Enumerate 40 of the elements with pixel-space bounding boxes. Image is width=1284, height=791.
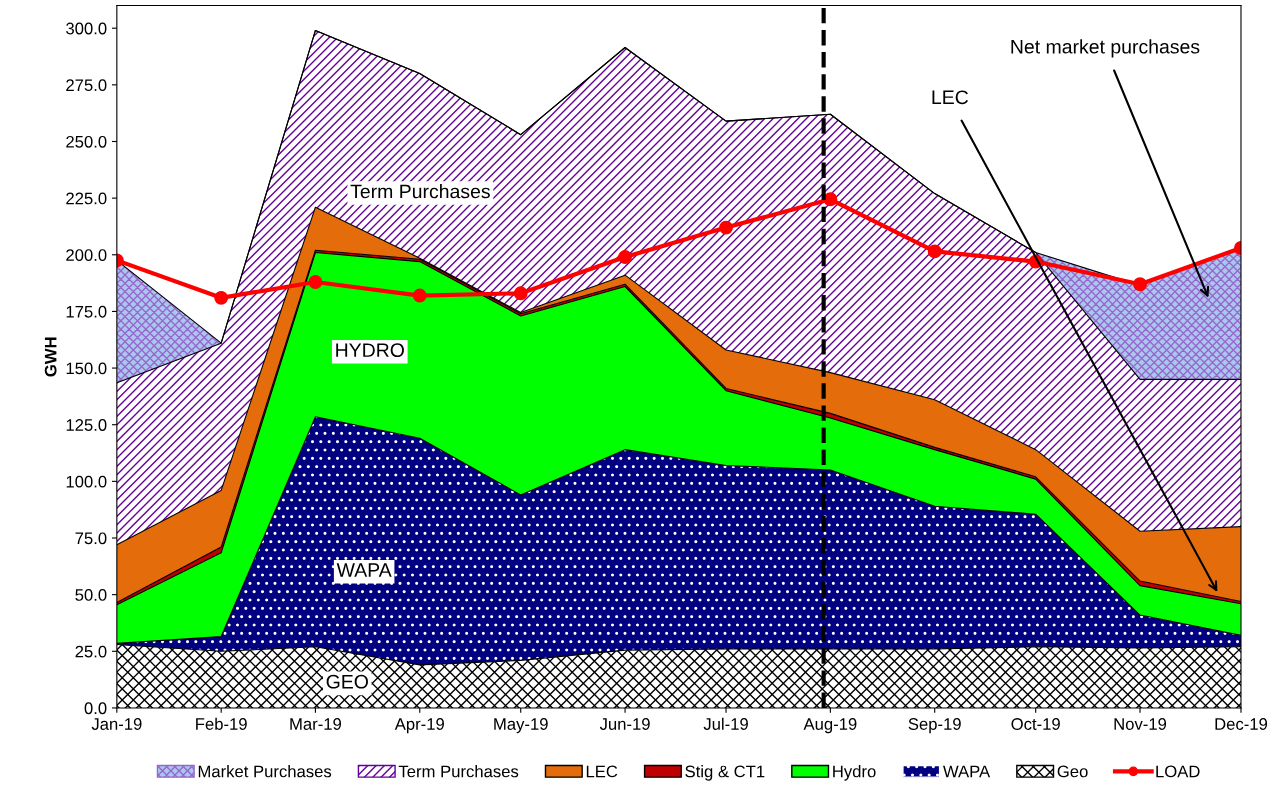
y-tick-label: 125.0 [66, 419, 107, 431]
x-tick-label: Feb-19 [196, 717, 247, 730]
legend-label: Market Purchases [198, 765, 332, 778]
x-tick-label: Oct-19 [1011, 718, 1060, 730]
y-tick-label: 300.0 [66, 22, 107, 35]
legend-label: Stig & CT1 [685, 765, 765, 781]
annotation: GEO [326, 674, 368, 689]
annotation: Term Purchases [350, 184, 490, 199]
y-tick-label: 0.0 [84, 702, 107, 715]
y-tick-label: 25.0 [75, 645, 107, 658]
y-axis-title: GWH [44, 337, 57, 377]
annotation: Net market purchases [1011, 39, 1200, 58]
legend-label: Term Purchases [398, 765, 519, 778]
x-tick-label: Sep-19 [908, 718, 961, 734]
x-tick-label: Apr-19 [394, 718, 444, 734]
x-tick-label: Nov-19 [1114, 718, 1167, 730]
y-tick-label: 75.0 [75, 532, 107, 545]
y-tick-label: 50.0 [75, 589, 107, 601]
x-tick-label: Dec-19 [1215, 718, 1268, 730]
y-tick-label: 175.0 [66, 305, 107, 318]
annotation: WAPA [336, 563, 392, 577]
x-tick-label: May-19 [494, 718, 548, 734]
y-tick-label: 200.0 [66, 249, 107, 261]
legend-label: Geo [1057, 765, 1088, 778]
x-tick-label: Jul-19 [703, 717, 748, 730]
annotation: HYDRO [336, 343, 404, 358]
legend-label: WAPA [943, 765, 991, 778]
y-tick-label: 225.0 [66, 192, 107, 205]
legend-label: LOAD [1156, 765, 1200, 778]
legend-label: Hydro [833, 765, 876, 781]
x-tick-label: Jan-19 [91, 718, 142, 730]
y-tick-label: 275.0 [66, 79, 107, 92]
y-tick-label: 100.0 [66, 475, 107, 488]
y-tick-label: 250.0 [66, 135, 107, 148]
legend-label: LEC [586, 765, 618, 778]
x-tick-label: Aug-19 [803, 718, 857, 734]
y-tick-label: 150.0 [66, 362, 107, 375]
x-tick-label: Jun-19 [599, 718, 650, 730]
x-tick-label: Mar-19 [290, 718, 342, 730]
annotation: LEC [932, 90, 969, 105]
